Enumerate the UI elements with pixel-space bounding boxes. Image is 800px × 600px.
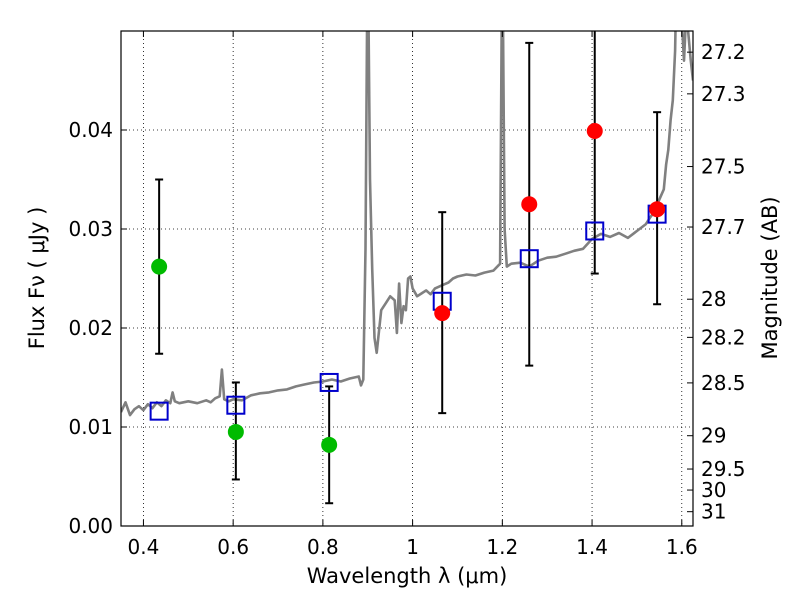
y-tick-label: 0.01 — [68, 415, 113, 439]
data-point — [227, 423, 244, 440]
x-axis-label: Wavelength λ (μm) — [307, 564, 508, 588]
y-tick-label: 0.04 — [68, 118, 113, 142]
x-tick-label: 0.8 — [307, 535, 339, 559]
model-square — [149, 401, 169, 421]
y-tick-label: 0.02 — [68, 316, 113, 340]
y-tick-label: 0.03 — [68, 217, 113, 241]
right-tick-label: 27.2 — [701, 40, 746, 64]
right-tick-label: 29 — [701, 424, 726, 448]
right-tick-label: 29.5 — [701, 457, 746, 481]
right-tick-label: 27.7 — [701, 215, 746, 239]
data-point — [434, 305, 451, 322]
x-tick-label: 1.6 — [666, 535, 698, 559]
spectrum-line — [121, 31, 693, 417]
model-square — [585, 221, 605, 241]
right-tick-label: 27.3 — [701, 82, 746, 106]
right-tick-label: 27.5 — [701, 155, 746, 179]
right-tick-label: 31 — [701, 500, 726, 524]
data-point — [151, 258, 168, 275]
x-tick-label: 1.4 — [576, 535, 608, 559]
ticks-layer: 0.4 0.6 0.8 1 1.2 1.4 1.6 0.00 0.01 0.02 0.03 0.04 2… — [68, 31, 746, 559]
markers-layer — [149, 31, 667, 505]
model-square — [319, 372, 339, 392]
x-tick-label: 0.6 — [217, 535, 249, 559]
right-tick-label: 28.2 — [701, 325, 746, 349]
y-tick-label: 0.00 — [68, 514, 113, 538]
plot-frame — [120, 30, 694, 527]
right-tick-label: 28 — [701, 287, 726, 311]
right-tick-label: 28.5 — [701, 371, 746, 395]
y-axis-label: Flux Fν ( μJy ) — [25, 207, 49, 350]
spectrum-layer — [121, 31, 693, 417]
right-axis-label: Magnitude (AB) — [758, 196, 782, 359]
model-square — [519, 249, 539, 269]
x-tick-label: 1.2 — [486, 535, 518, 559]
data-point — [521, 196, 538, 213]
x-tick-label: 0.4 — [128, 535, 160, 559]
data-point — [649, 201, 666, 218]
model-square — [226, 395, 246, 415]
x-tick-label: 1 — [406, 535, 419, 559]
right-tick-label: 30 — [701, 478, 726, 502]
data-point — [586, 122, 603, 139]
data-point — [321, 436, 338, 453]
